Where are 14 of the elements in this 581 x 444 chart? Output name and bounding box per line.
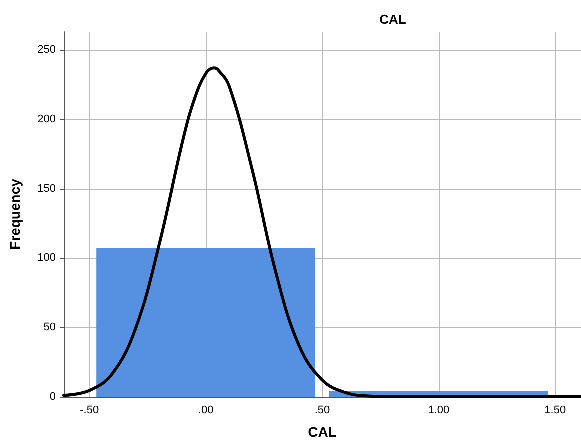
y-tick-label: 250 <box>38 44 56 56</box>
x-tick-label: .50 <box>314 404 330 416</box>
y-tick-label: 100 <box>38 252 56 264</box>
y-axis-title: Frequency <box>7 178 23 250</box>
x-tick-label: -.50 <box>80 404 100 416</box>
y-tick-label: 150 <box>38 182 56 195</box>
x-tick-label: .00 <box>198 404 214 416</box>
x-tick-label: 1.00 <box>428 404 450 416</box>
y-tick-label: 50 <box>44 322 56 334</box>
x-axis-title: CAL <box>308 424 338 440</box>
chart-title: CAL <box>380 12 406 27</box>
x-tick-label: 1.50 <box>544 404 566 416</box>
y-tick-label: 0 <box>50 391 56 403</box>
y-tick-label: 200 <box>38 113 56 126</box>
